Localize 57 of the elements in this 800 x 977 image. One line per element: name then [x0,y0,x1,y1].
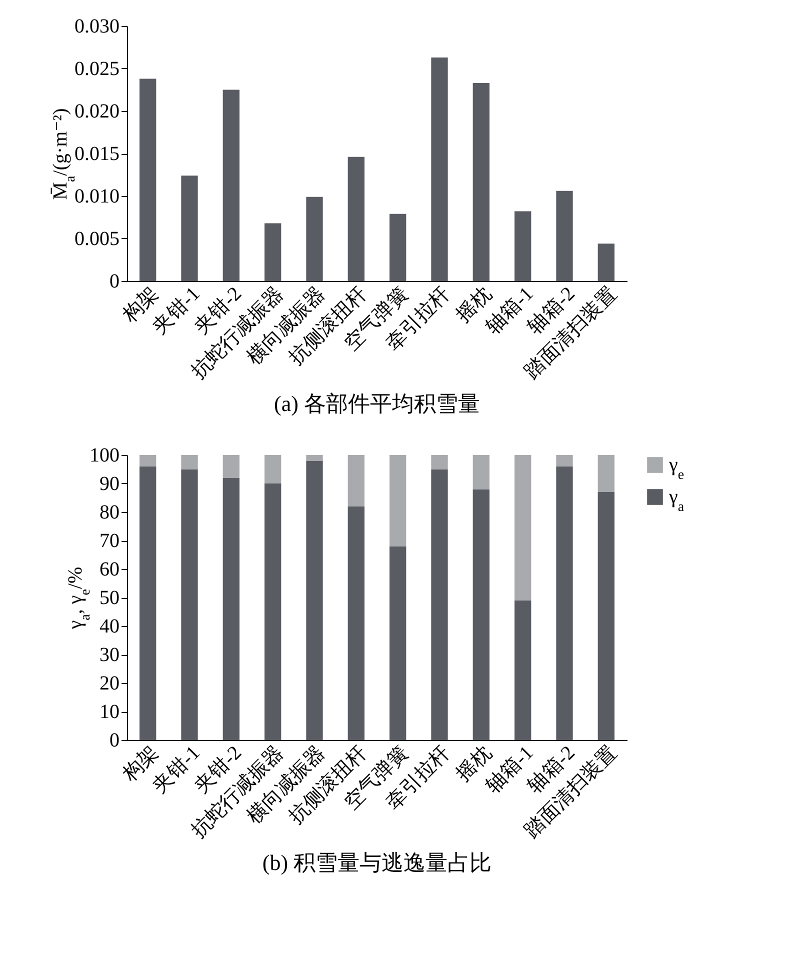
y-tick-label: 0.030 [74,16,120,38]
y-tick-label: 0.025 [74,58,120,80]
y-tick-label: 0 [110,730,120,752]
bar [264,455,282,484]
y-tick-label: 10 [100,701,120,723]
bar [222,478,240,740]
bar [222,90,240,281]
bar [431,57,448,281]
y-tick-label: 40 [100,616,120,638]
bar [390,455,406,546]
y-tick-label: 100 [90,444,120,466]
bar [598,244,614,281]
bar [181,176,198,281]
bar [598,455,614,492]
bar [140,466,156,740]
legend-label: γ$_{e}$ [668,454,684,482]
bar [264,484,282,740]
bar [306,455,323,461]
y-tick-label: 0.020 [74,100,120,122]
bar [348,455,364,506]
bar [348,506,364,740]
y-tick-label: 50 [100,587,120,609]
y-tick-label: 20 [100,672,120,694]
y-tick-label: 70 [100,530,120,552]
y-tick-label: 30 [100,644,120,666]
bar [264,223,282,281]
bar [472,455,490,490]
bar [472,82,490,281]
bar [514,600,532,740]
bar [514,211,532,281]
bar [140,455,156,466]
bar [306,196,323,281]
bar [222,455,240,478]
y-tick-label: 0.015 [74,143,120,165]
bar [390,214,406,281]
legend-label: γ$_{a}$ [668,486,685,514]
y-tick-label: 80 [100,502,120,524]
bar [390,546,406,740]
bar [472,489,490,740]
bar [556,190,573,281]
text: (a) 各部件平均积雪量 [274,390,480,416]
y-tick-label: 60 [100,558,120,580]
bar [431,469,448,740]
bar [431,455,448,470]
bar [598,492,614,740]
y-tick-label: 0 [110,270,120,292]
y-tick-label: 90 [100,473,120,495]
bar [306,460,323,740]
text: (b) 积雪量与逃逸量占比 [262,850,492,875]
bar [181,469,198,740]
y-tick-label: 0.005 [74,228,120,250]
bar [181,455,198,470]
bar [514,455,532,600]
bar [140,78,156,281]
bar [556,455,573,466]
bar [556,466,573,740]
bar [348,156,364,281]
